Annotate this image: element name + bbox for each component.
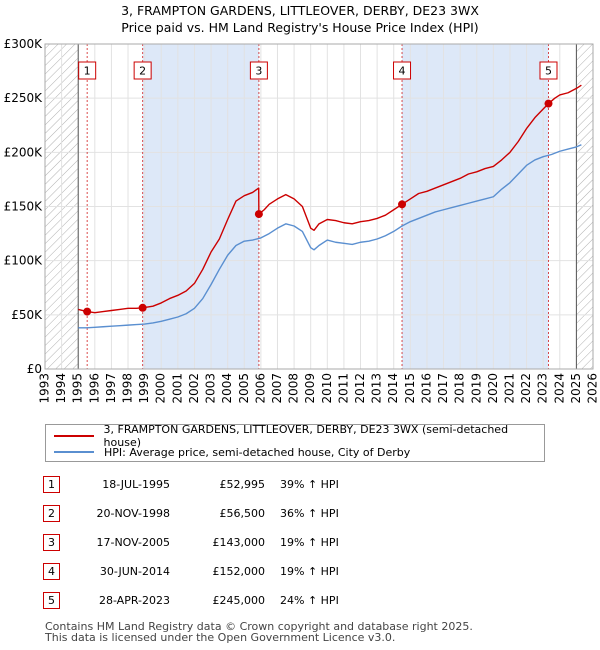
footer-line-2: This data is licensed under the Open Gov… xyxy=(45,631,396,644)
y-tick-label: £50K xyxy=(11,308,43,322)
legend-swatch-hpi xyxy=(54,451,94,453)
sale-price: £143,000 xyxy=(212,536,266,549)
x-tick-label: 2008 xyxy=(287,373,301,404)
x-tick-label: 2020 xyxy=(486,373,500,404)
sale-date: 20-NOV-1998 xyxy=(96,507,170,520)
x-tick-label: 2003 xyxy=(204,373,218,404)
x-tick-label: 2004 xyxy=(220,373,234,404)
sale-marker-label: 5 xyxy=(545,65,552,78)
x-tick-label: 2021 xyxy=(502,373,516,404)
sale-hpi-diff: 24% ↑ HPI xyxy=(280,594,339,607)
x-tick-label: 2018 xyxy=(453,373,467,404)
x-tick-label: 2014 xyxy=(386,373,400,404)
sale-point xyxy=(398,200,407,209)
x-tick-label: 2005 xyxy=(237,373,251,404)
x-tick-label: 2009 xyxy=(303,373,317,404)
sale-number-badge: 5 xyxy=(43,592,60,609)
x-tick-label: 2015 xyxy=(403,373,417,404)
x-tick-label: 2022 xyxy=(519,373,533,404)
sale-date: 30-JUN-2014 xyxy=(99,565,170,578)
price-chart: 1 2 3 4 5 £0 £50K £100K £150K £200K £250K £300K 199… xyxy=(4,37,600,404)
x-tick-label: 1994 xyxy=(54,373,68,404)
y-tick-label: £100K xyxy=(4,254,44,268)
x-tick-label: 1993 xyxy=(38,373,52,404)
legend-item-price: 3, FRAMPTON GARDENS, LITTLEOVER, DERBY, … xyxy=(54,423,544,449)
x-tick-label: 1995 xyxy=(71,373,85,404)
y-tick-label: £0 xyxy=(27,362,42,376)
sale-marker-box xyxy=(78,61,97,80)
y-tick-label: £300K xyxy=(4,37,44,51)
x-tick-label: 1999 xyxy=(137,373,151,404)
legend-swatch-price xyxy=(54,435,94,437)
legend: 3, FRAMPTON GARDENS, LITTLEOVER, DERBY, … xyxy=(45,423,545,462)
x-tick-label: 2013 xyxy=(370,373,384,404)
x-tick-label: 2010 xyxy=(320,373,334,404)
x-tick-label: 2000 xyxy=(154,373,168,404)
y-tick-label: £150K xyxy=(4,200,44,214)
x-tick-label: 2025 xyxy=(569,373,583,404)
sale-marker-box xyxy=(249,61,268,80)
sale-price: £152,000 xyxy=(212,565,266,578)
sale-marker-label: 3 xyxy=(255,65,262,78)
legend-item-hpi: HPI: Average price, semi-detached house,… xyxy=(54,444,410,460)
sale-point xyxy=(138,303,147,312)
x-tick-label: 2023 xyxy=(536,373,550,404)
x-tick-label: 2026 xyxy=(586,373,600,404)
sale-hpi-diff: 39% ↑ HPI xyxy=(280,478,339,491)
sale-number-badge: 2 xyxy=(43,505,60,522)
x-tick-label: 2012 xyxy=(353,373,367,404)
sale-point xyxy=(544,99,553,108)
x-tick-label: 2011 xyxy=(336,373,350,404)
plot-frame xyxy=(44,43,594,370)
sale-point xyxy=(254,210,263,219)
legend-label-hpi: HPI: Average price, semi-detached house,… xyxy=(104,445,411,459)
title-line-2: Price paid vs. HM Land Registry's House … xyxy=(121,20,479,35)
x-tick-label: 2024 xyxy=(552,373,566,404)
legend-label-price: 3, FRAMPTON GARDENS, LITTLEOVER, DERBY, … xyxy=(103,423,509,449)
x-tick-label: 2006 xyxy=(253,373,267,404)
sale-hpi-diff: 19% ↑ HPI xyxy=(280,536,339,549)
sale-marker-box xyxy=(133,61,152,80)
sale-row: 4 30-JUN-2014 £152,000 19% ↑ HPI xyxy=(0,563,600,583)
sale-marker-label: 4 xyxy=(399,65,406,78)
x-tick-label: 2007 xyxy=(270,373,284,404)
sale-marker-label: 1 xyxy=(84,65,91,78)
x-tick-label: 1998 xyxy=(121,373,135,404)
price-paid-line xyxy=(78,84,582,314)
sale-date: 28-APR-2023 xyxy=(98,594,170,607)
sale-marker-label: 2 xyxy=(139,65,146,78)
sale-price: £52,995 xyxy=(219,478,266,491)
x-tick-label: 1996 xyxy=(87,373,101,404)
sale-number-badge: 3 xyxy=(43,534,60,551)
y-tick-label: £200K xyxy=(4,145,44,159)
chart-title: 3, FRAMPTON GARDENS, LITTLEOVER, DERBY, … xyxy=(0,2,600,36)
sale-price: £56,500 xyxy=(219,507,266,520)
sale-marker-box xyxy=(539,61,558,80)
sale-row: 5 28-APR-2023 £245,000 24% ↑ HPI xyxy=(0,592,600,612)
sale-date: 18-JUL-1995 xyxy=(102,478,170,491)
sale-point xyxy=(83,307,92,316)
y-tick-label: £250K xyxy=(4,91,44,105)
footer-line-1: Contains HM Land Registry data © Crown c… xyxy=(45,620,473,633)
sale-hpi-diff: 19% ↑ HPI xyxy=(280,565,339,578)
x-tick-label: 2016 xyxy=(419,373,433,404)
title-line-1: 3, FRAMPTON GARDENS, LITTLEOVER, DERBY, … xyxy=(121,3,479,18)
sale-row: 1 18-JUL-1995 £52,995 39% ↑ HPI xyxy=(0,476,600,496)
x-tick-label: 2002 xyxy=(187,373,201,404)
sale-number-badge: 1 xyxy=(43,476,60,493)
sale-marker-box xyxy=(393,61,412,80)
sale-date: 17-NOV-2005 xyxy=(96,536,170,549)
sale-price: £245,000 xyxy=(212,594,266,607)
x-tick-label: 2001 xyxy=(170,373,184,404)
sale-row: 2 20-NOV-1998 £56,500 36% ↑ HPI xyxy=(0,505,600,525)
sale-number-badge: 4 xyxy=(43,563,60,580)
x-tick-label: 2019 xyxy=(469,373,483,404)
sale-row: 3 17-NOV-2005 £143,000 19% ↑ HPI xyxy=(0,534,600,554)
hpi-line xyxy=(78,144,582,329)
footer: Contains HM Land Registry data © Crown c… xyxy=(45,621,473,643)
sale-hpi-diff: 36% ↑ HPI xyxy=(280,507,339,520)
x-tick-label: 1997 xyxy=(104,373,118,404)
x-tick-label: 2017 xyxy=(436,373,450,404)
